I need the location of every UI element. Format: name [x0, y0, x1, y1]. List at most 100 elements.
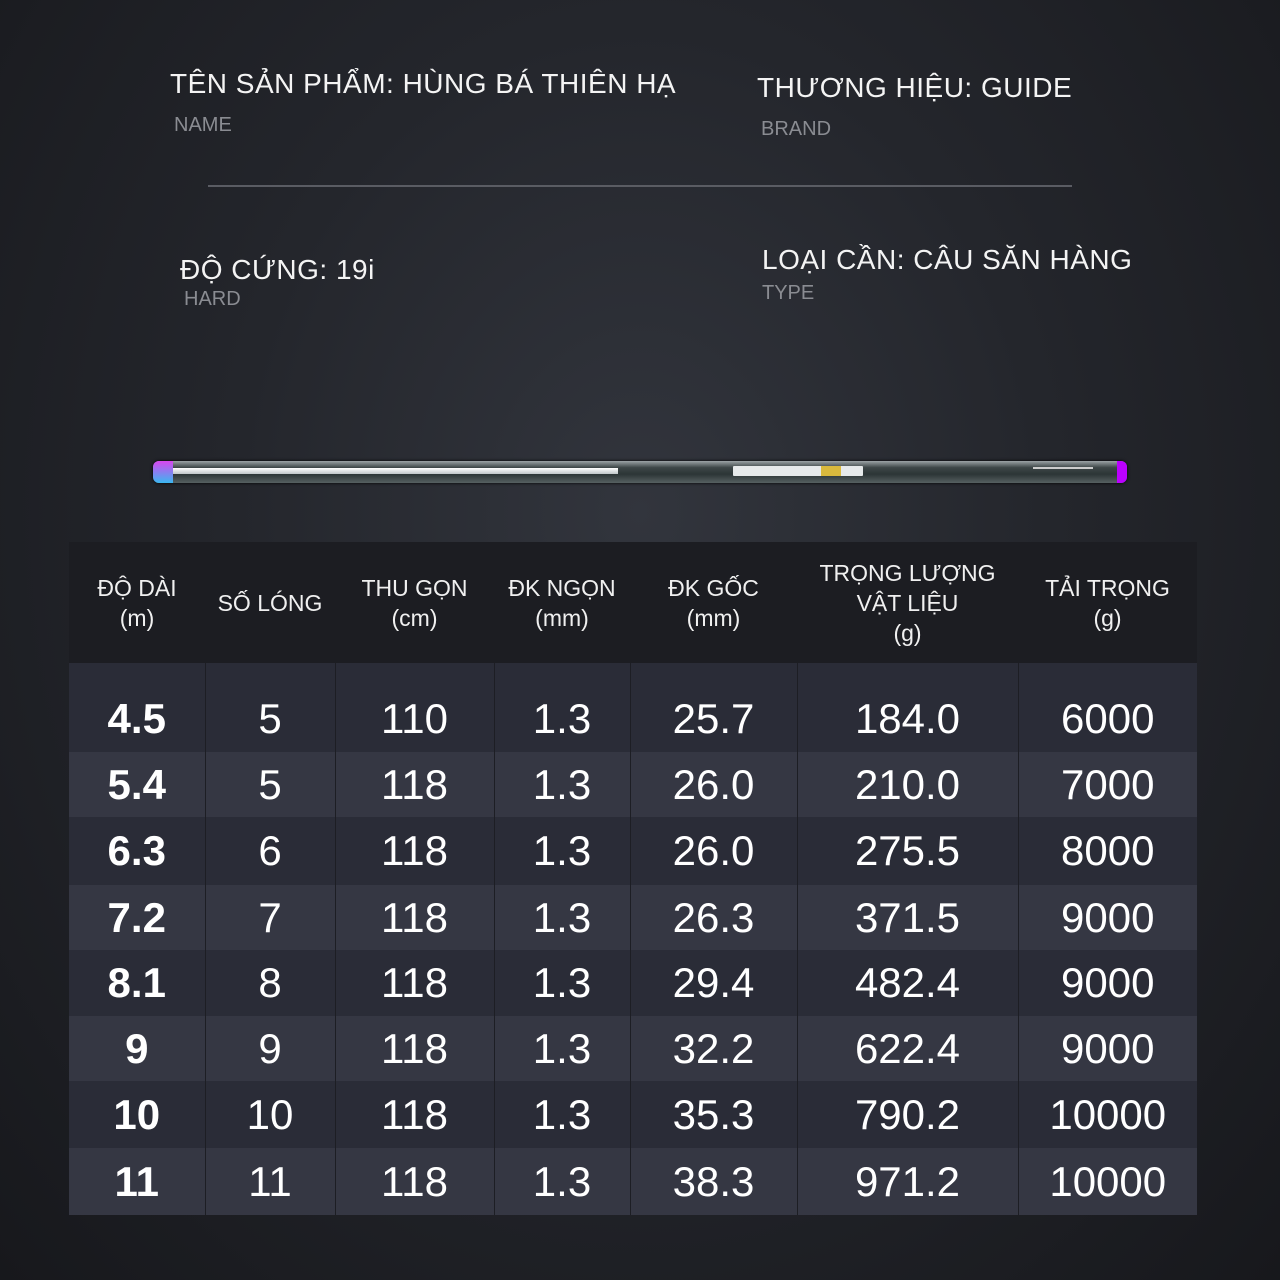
table-cell: 971.2 — [797, 1148, 1019, 1215]
column-header: ĐK GỐC (mm) — [630, 542, 797, 663]
column-header: THU GỌN (cm) — [335, 542, 494, 663]
table-cell: 32.2 — [630, 1016, 798, 1081]
spec-label: TYPE — [762, 282, 815, 304]
table-cell: 1.3 — [494, 663, 631, 752]
header-line: ĐK NGỌN — [508, 574, 616, 601]
table-cell: 26.3 — [630, 885, 798, 950]
column-header: ĐỘ DÀI (m) — [69, 542, 205, 663]
table-cell: 7.2 — [69, 885, 206, 950]
table-cell: 482.4 — [797, 950, 1019, 1016]
spec-value: TÊN SẢN PHẨM: HÙNG BÁ THIÊN HẠ — [170, 68, 677, 99]
table-cell: 118 — [335, 1081, 495, 1148]
table-cell: 371.5 — [797, 885, 1019, 950]
table-cell: 10000 — [1018, 1081, 1197, 1148]
table-cell: 118 — [335, 950, 495, 1016]
header-line: (cm) — [391, 604, 438, 631]
table-cell: 1.3 — [494, 752, 631, 817]
table-cell: 9000 — [1018, 1016, 1197, 1081]
table-cell: 8 — [205, 950, 336, 1016]
table-cell: 275.5 — [797, 817, 1019, 885]
header-line: ĐỘ DÀI — [97, 574, 177, 601]
table-cell: 7 — [205, 885, 336, 950]
table-cell: 9000 — [1018, 950, 1197, 1016]
column-header: TRỌNG LƯỢNG VẬT LIỆU (g) — [797, 542, 1018, 663]
table-header-row: ĐỘ DÀI (m) SỐ LÓNG THU GỌN (cm) ĐK NGỌN (mm) ĐK… — [69, 542, 1197, 663]
header-line: (g) — [893, 619, 922, 646]
spec-label: BRAND — [761, 118, 832, 140]
spec-table: ĐỘ DÀI (m) SỐ LÓNG THU GỌN (cm) ĐK NGỌN (mm) ĐK… — [69, 542, 1197, 1215]
table-cell: 26.0 — [630, 752, 798, 817]
table-cell: 210.0 — [797, 752, 1019, 817]
header-line: (g) — [1093, 604, 1122, 631]
header-line: VẬT LIỆU — [856, 589, 959, 616]
table-cell: 790.2 — [797, 1081, 1019, 1148]
spec-hard: ĐỘ CỨNG: 19i HARD — [180, 254, 375, 311]
table-cell: 1.3 — [494, 1081, 631, 1148]
table-cell: 8.1 — [69, 950, 206, 1016]
table-row: 10 10 118 1.3 35.3 790.2 10000 — [69, 1081, 1197, 1148]
table-cell: 118 — [335, 817, 495, 885]
divider — [208, 185, 1072, 187]
table-cell: 9 — [69, 1016, 206, 1081]
table-cell: 5.4 — [69, 752, 206, 817]
header-line: SỐ LÓNG — [217, 589, 323, 616]
table-cell: 26.0 — [630, 817, 798, 885]
table-cell: 110 — [335, 663, 495, 752]
table-row: 4.5 5 110 1.3 25.7 184.0 6000 — [69, 663, 1197, 752]
spec-name: TÊN SẢN PHẨM: HÙNG BÁ THIÊN HẠ NAME — [170, 68, 676, 137]
spec-value: LOẠI CẦN: CÂU SĂN HÀNG — [762, 244, 1133, 275]
table-cell: 6.3 — [69, 817, 206, 885]
table-row: 5.4 5 118 1.3 26.0 210.0 7000 — [69, 752, 1197, 817]
table-cell: 11 — [69, 1148, 206, 1215]
table-cell: 9000 — [1018, 885, 1197, 950]
table-cell: 622.4 — [797, 1016, 1019, 1081]
spec-label: HARD — [184, 288, 241, 310]
table-cell: 10000 — [1018, 1148, 1197, 1215]
table-row: 9 9 118 1.3 32.2 622.4 9000 — [69, 1016, 1197, 1081]
table-cell: 5 — [205, 663, 336, 752]
table-cell: 118 — [335, 752, 495, 817]
table-cell: 10 — [69, 1081, 206, 1148]
table-cell: 11 — [205, 1148, 336, 1215]
spec-brand: THƯƠNG HIỆU: GUIDE BRAND — [757, 72, 1072, 141]
spec-value: ĐỘ CỨNG: 19i — [180, 254, 375, 285]
table-cell: 8000 — [1018, 817, 1197, 885]
spec-label: NAME — [174, 114, 232, 136]
header-line: THU GỌN — [361, 574, 468, 601]
header-line: (m) — [119, 604, 155, 631]
table-cell: 1.3 — [494, 817, 631, 885]
table-cell: 29.4 — [630, 950, 798, 1016]
table-cell: 1.3 — [494, 1148, 631, 1215]
header-line: ĐK GỐC — [668, 574, 759, 601]
table-cell: 184.0 — [797, 663, 1019, 752]
spec-value: THƯƠNG HIỆU: GUIDE — [757, 72, 1073, 103]
header-line: (mm) — [686, 604, 741, 631]
table-cell: 9 — [205, 1016, 336, 1081]
table-row: 7.2 7 118 1.3 26.3 371.5 9000 — [69, 885, 1197, 950]
table-cell: 118 — [335, 885, 495, 950]
table-row: 6.3 6 118 1.3 26.0 275.5 8000 — [69, 817, 1197, 885]
table-row: 11 11 118 1.3 38.3 971.2 10000 — [69, 1148, 1197, 1215]
table-cell: 6000 — [1018, 663, 1197, 752]
table-cell: 6 — [205, 817, 336, 885]
table-cell: 35.3 — [630, 1081, 798, 1148]
column-header: TẢI TRỌNG (g) — [1018, 542, 1197, 663]
fishing-rod-image — [153, 461, 1127, 483]
column-header: ĐK NGỌN (mm) — [494, 542, 630, 663]
table-cell: 4.5 — [69, 663, 206, 752]
table-cell: 25.7 — [630, 663, 798, 752]
table-cell: 1.3 — [494, 885, 631, 950]
table-cell: 10 — [205, 1081, 336, 1148]
table-cell: 7000 — [1018, 752, 1197, 817]
table-cell: 1.3 — [494, 1016, 631, 1081]
table-cell: 118 — [335, 1016, 495, 1081]
header-line: TRỌNG LƯỢNG — [819, 559, 996, 586]
table-cell: 38.3 — [630, 1148, 798, 1215]
header-line: (mm) — [535, 604, 589, 631]
spec-type: LOẠI CẦN: CÂU SĂN HÀNG TYPE — [762, 244, 1132, 305]
table-row: 8.1 8 118 1.3 29.4 482.4 9000 — [69, 950, 1197, 1016]
table-cell: 1.3 — [494, 950, 631, 1016]
table-cell: 118 — [335, 1148, 495, 1215]
column-header: SỐ LÓNG — [205, 542, 335, 663]
header-line: TẢI TRỌNG — [1045, 574, 1170, 601]
